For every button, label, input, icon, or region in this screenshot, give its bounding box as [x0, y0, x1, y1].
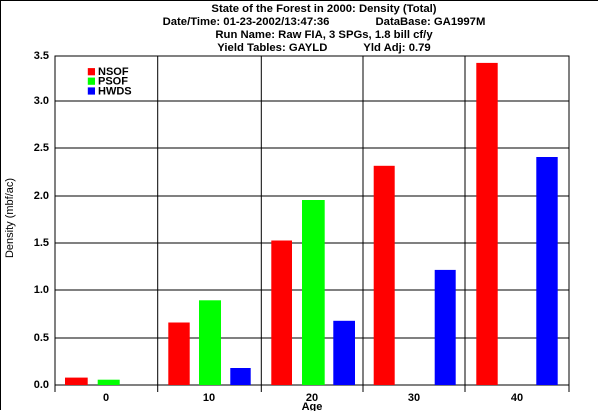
svg-text:Yield Tables: GAYLD: Yield Tables: GAYLD — [217, 42, 327, 54]
svg-text:HWDS: HWDS — [98, 85, 132, 97]
svg-text:Run Name: Raw FIA, 3 SPGs, 1.8: Run Name: Raw FIA, 3 SPGs, 1.8 bill cf/y — [215, 29, 433, 41]
svg-text:Yld Adj: 0.79: Yld Adj: 0.79 — [363, 42, 430, 54]
svg-text:State of the Forest in 2000: D: State of the Forest in 2000: Density (To… — [211, 3, 436, 15]
svg-text:Date/Time: 01-23-2002/13:47:36: Date/Time: 01-23-2002/13:47:36 — [163, 16, 330, 28]
svg-text:DataBase: GA1997M: DataBase: GA1997M — [376, 16, 486, 28]
svg-text:3.5: 3.5 — [34, 50, 49, 62]
svg-text:3.0: 3.0 — [34, 95, 49, 107]
svg-text:2.5: 2.5 — [34, 142, 49, 154]
svg-text:1.0: 1.0 — [34, 284, 49, 296]
svg-text:2.0: 2.0 — [34, 190, 49, 202]
svg-text:0.0: 0.0 — [34, 379, 49, 391]
svg-text:0: 0 — [103, 392, 109, 404]
svg-text:30: 30 — [408, 392, 420, 404]
svg-text:1.5: 1.5 — [34, 237, 49, 249]
svg-text:Age: Age — [302, 401, 323, 411]
svg-text:0.5: 0.5 — [34, 332, 49, 344]
svg-text:10: 10 — [203, 392, 215, 404]
svg-text:Density (mbf/ac): Density (mbf/ac) — [4, 178, 16, 258]
svg-text:40: 40 — [511, 392, 523, 404]
